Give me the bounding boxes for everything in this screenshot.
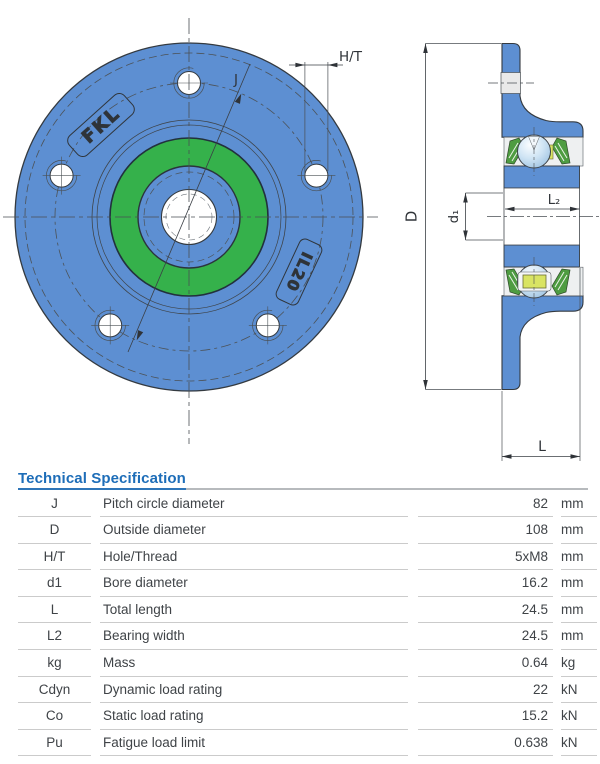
row-symbol: kg [18,650,91,677]
seal-top-right [551,137,571,165]
technical-drawing: FKL IL20 J H/T [3,18,599,461]
arrowhead [234,93,242,104]
front-view: FKL IL20 J H/T [3,18,378,444]
table-row: d1 Bore diameter 16.2 mm [0,570,600,597]
row-description: Static load rating [100,703,408,730]
dim-bearing-width-l2: L₂ [505,193,580,212]
arrowhead [423,380,428,390]
row-value: 82 [418,491,553,518]
row-value: 22 [418,677,553,704]
side-view: D d₁ L₂ L [403,42,599,461]
arrowhead [136,330,144,341]
dim-bore-diameter-d1: d₁ [447,192,503,241]
row-unit: mm [561,517,597,544]
arrowhead [463,230,468,240]
table-row: D Outside diameter 108 mm [0,517,600,544]
bolt-hole-lower-right [248,306,287,345]
dim-label-d: D [403,211,421,223]
table-row: Co Static load rating 15.2 kN [0,703,600,730]
arrowhead [463,193,468,203]
row-unit: mm [561,491,597,518]
table-row: Cdyn Dynamic load rating 22 kN [0,677,600,704]
table-row: Pu Fatigue load limit 0.638 kN [0,730,600,757]
row-value: 0.64 [418,650,553,677]
bolt-hole-upper-left [42,156,81,195]
table-row: kg Mass 0.64 kg [0,650,600,677]
title-rule-gray [18,487,588,490]
dim-label-l2: L₂ [548,193,560,208]
seal-bottom-right [551,268,571,296]
row-symbol: L2 [18,623,91,651]
row-unit: kg [561,650,597,677]
bolt-holes [42,67,336,345]
row-description: Fatigue load limit [100,730,408,757]
row-description: Hole/Thread [100,544,408,571]
row-symbol: D [18,517,91,544]
dim-outside-diameter-d: D [403,43,501,390]
row-symbol: L [18,597,91,624]
row-symbol: Cdyn [18,677,91,704]
row-value: 24.5 [418,623,553,651]
arrowhead [570,206,580,212]
ball-notch-top [528,136,540,151]
cage-bottom [522,274,547,289]
spec-table: J Pitch circle diameter 82 mm D Outside … [0,491,600,757]
row-symbol: H/T [18,544,91,571]
row-value: 5xM8 [418,544,553,571]
row-description: Total length [100,597,408,624]
title-rule-blue [18,487,186,490]
row-value: 0.638 [418,730,553,757]
housing-top-half [501,42,584,138]
dim-pitch-circle-j: J [127,63,251,353]
dim-total-length-l: L [501,268,581,461]
inner-ring-bottom [503,244,580,268]
table-row: L2 Bearing width 24.5 mm [0,623,600,651]
row-description: Dynamic load rating [100,677,408,704]
spec-table-title: Technical Specification [18,470,186,487]
row-symbol: J [18,491,91,518]
dim-label-j: J [233,72,238,88]
row-value: 16.2 [418,570,553,597]
row-unit: mm [561,597,597,624]
row-description: Mass [100,650,408,677]
dim-hole-thread-ht: H/T [289,49,363,176]
row-unit: kN [561,703,597,730]
row-unit: kN [561,677,597,704]
arrowhead [423,43,428,53]
row-description: Bore diameter [100,570,408,597]
row-unit: kN [561,730,597,757]
row-unit: mm [561,570,597,597]
inner-ring-top [503,165,580,189]
dim-label-l: L [538,439,546,455]
housing-bottom-half [501,295,584,391]
arrowhead [570,454,580,459]
arrowhead [505,206,515,212]
row-value: 15.2 [418,703,553,730]
arrowhead [502,454,512,459]
row-value: 24.5 [418,597,553,624]
bolt-hole-lower-left [91,306,130,345]
row-description: Pitch circle diameter [100,491,408,518]
table-row: L Total length 24.5 mm [0,597,600,624]
row-unit: mm [561,544,597,571]
dim-label-d1: d₁ [447,210,462,223]
row-description: Bearing width [100,623,408,651]
row-symbol: Pu [18,730,91,757]
row-value: 108 [418,517,553,544]
row-unit: mm [561,623,597,651]
dim-label-ht: H/T [339,49,363,65]
table-row: H/T Hole/Thread 5xM8 mm [0,544,600,571]
row-symbol: d1 [18,570,91,597]
row-description: Outside diameter [100,517,408,544]
row-symbol: Co [18,703,91,730]
arrowhead [327,62,338,68]
table-row: J Pitch circle diameter 82 mm [0,491,600,518]
arrowhead [295,62,305,68]
